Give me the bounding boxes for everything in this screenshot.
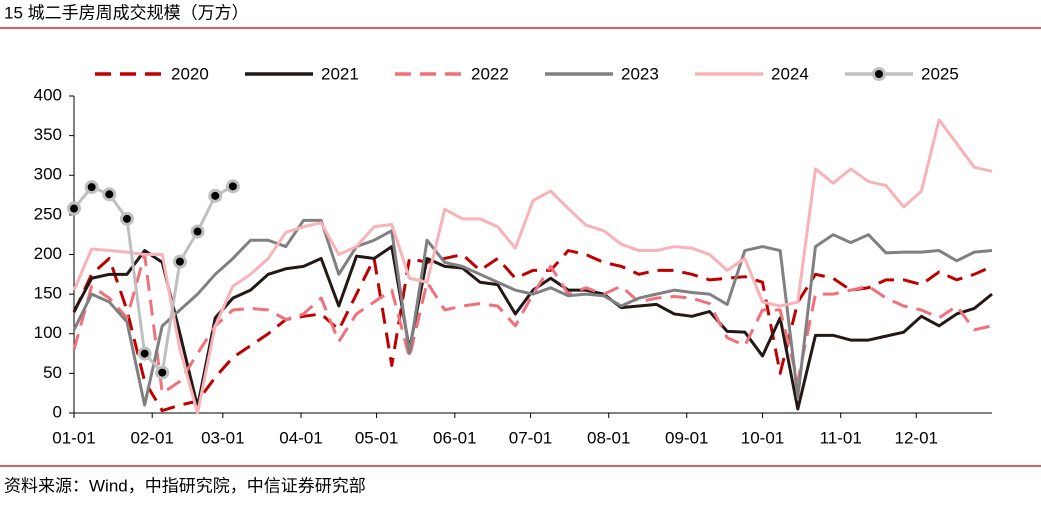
series-marker — [172, 254, 187, 269]
y-tick-label: 100 — [34, 323, 62, 342]
series-marker — [190, 224, 205, 239]
series-line — [72, 118, 993, 415]
series-marker — [119, 211, 134, 226]
source-note: 资料来源：Wind，中指研究院，中信证券研究部 — [4, 476, 366, 495]
y-tick-label: 50 — [43, 363, 62, 382]
x-tick-label: 05-01 — [355, 428, 398, 447]
series-marker — [84, 180, 99, 195]
series-line — [72, 253, 993, 395]
series-line — [72, 185, 234, 375]
x-tick-label: 12-01 — [895, 428, 938, 447]
x-tick-label: 02-01 — [130, 428, 173, 447]
series-line — [72, 245, 993, 411]
x-tick-label: 01-01 — [52, 428, 95, 447]
legend-label: 2025 — [921, 64, 959, 83]
y-tick-label: 300 — [34, 165, 62, 184]
series-line — [72, 218, 993, 407]
x-tick-label: 09-01 — [665, 428, 708, 447]
y-tick-label: 150 — [34, 284, 62, 303]
y-tick-label: 200 — [34, 244, 62, 263]
y-tick-label: 350 — [34, 125, 62, 144]
x-tick-label: 10-01 — [741, 428, 784, 447]
series-marker — [208, 188, 223, 203]
series-line — [72, 249, 993, 413]
x-tick-label: 07-01 — [509, 428, 552, 447]
legend-label: 2020 — [171, 64, 209, 83]
series-marker — [67, 201, 81, 216]
x-tick-label: 03-01 — [201, 428, 244, 447]
x-tick-label: 06-01 — [433, 428, 476, 447]
y-tick-label: 400 — [34, 85, 62, 104]
series-marker — [102, 187, 117, 202]
y-tick-label: 250 — [34, 204, 62, 223]
legend-label: 2024 — [771, 64, 809, 83]
series-marker — [155, 365, 170, 380]
series-marker — [225, 179, 240, 194]
x-tick-label: 04-01 — [279, 428, 322, 447]
legend-label: 2023 — [621, 64, 659, 83]
x-tick-label: 08-01 — [587, 428, 630, 447]
legend-marker — [872, 67, 886, 81]
y-tick-label: 0 — [53, 402, 62, 421]
chart-title: 15 城二手房周成交规模（万方） — [4, 3, 249, 22]
legend-label: 2021 — [321, 64, 359, 83]
series-marker — [137, 346, 152, 361]
legend-label: 2022 — [471, 64, 509, 83]
x-tick-label: 11-01 — [820, 428, 862, 447]
